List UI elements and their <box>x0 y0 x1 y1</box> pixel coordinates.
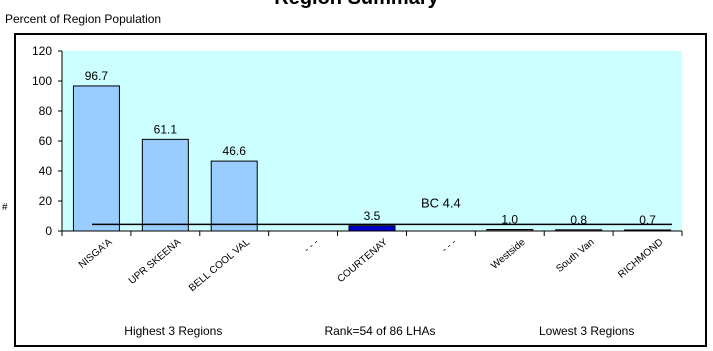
group-label: Rank=54 of 86 LHAs <box>324 324 435 338</box>
x-tick-label: South Van <box>554 237 596 275</box>
data-label: 3.5 <box>364 209 381 223</box>
chart-title: Region Summary <box>0 0 713 8</box>
x-tick-label: - - - <box>302 237 321 255</box>
side-mark: # <box>2 202 8 213</box>
x-tick-label: UPR SKEENA <box>127 237 184 287</box>
data-label: 96.7 <box>85 69 109 83</box>
bar <box>210 160 258 232</box>
x-tick-label: BELL COOL VAL <box>187 237 252 294</box>
data-label: 61.1 <box>154 122 178 136</box>
y-tick-label: 40 <box>39 164 53 178</box>
bar <box>348 225 396 232</box>
y-axis-label: Percent of Region Population <box>5 12 162 26</box>
data-label: 1.0 <box>501 213 518 227</box>
y-tick-label: 60 <box>39 134 53 148</box>
x-tick-label: NISGA'A <box>77 237 115 271</box>
group-label: Highest 3 Regions <box>124 324 222 338</box>
y-tick-label: 100 <box>32 74 52 88</box>
y-tick-label: 0 <box>45 224 52 238</box>
x-tick-label: RICHMOND <box>616 237 665 281</box>
group-label: Lowest 3 Regions <box>539 324 634 338</box>
bar <box>72 85 120 232</box>
data-label: 46.6 <box>223 144 247 158</box>
data-label: 0.8 <box>570 213 587 227</box>
y-tick-label: 20 <box>39 194 53 208</box>
bar <box>141 138 189 232</box>
x-tick-label: COURTENAY <box>335 237 390 285</box>
x-tick-label: - - - <box>440 237 459 255</box>
data-label: 0.7 <box>639 213 656 227</box>
y-tick-label: 80 <box>39 104 53 118</box>
x-tick-label: Westside <box>489 237 528 272</box>
reference-line-label: BC 4.4 <box>421 195 461 210</box>
y-tick-label: 120 <box>32 44 52 58</box>
